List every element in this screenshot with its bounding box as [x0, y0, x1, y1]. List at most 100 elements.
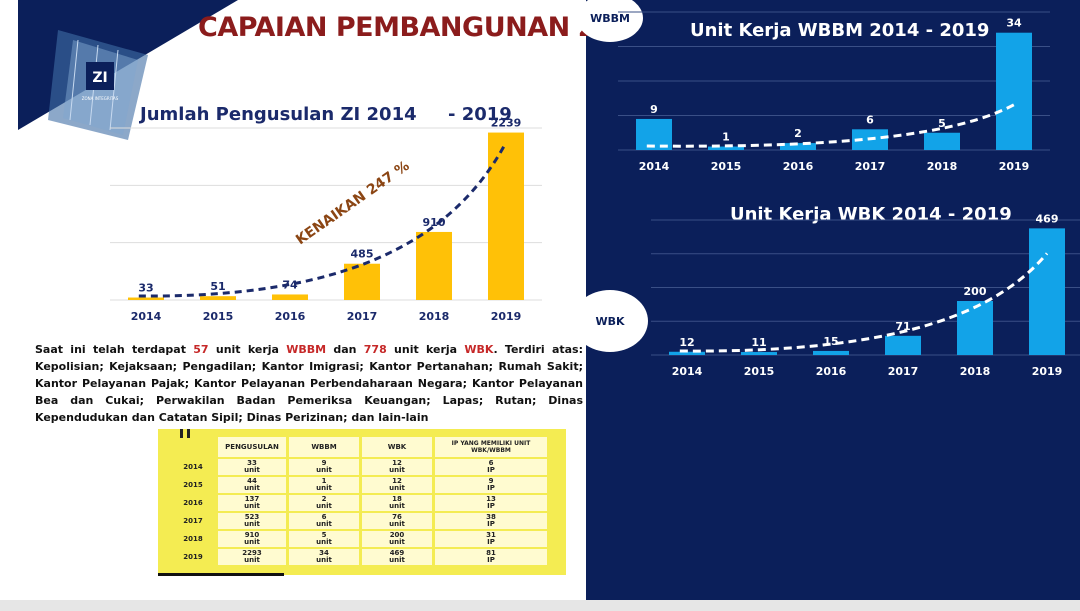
left-x-labels: 2014 2015 2016 2017 2018 2019	[131, 310, 522, 323]
wbk-bar	[741, 352, 777, 355]
left-x-label: 2015	[203, 310, 234, 323]
left-x-label: 2017	[347, 310, 378, 323]
wbbm-chart-title: Unit Kerja WBBM 2014 - 2019	[690, 20, 990, 41]
left-x-label: 2016	[275, 310, 306, 323]
wbk-bar	[957, 301, 993, 355]
left-gridlines	[110, 127, 542, 301]
wbbm-gridlines	[618, 11, 1050, 151]
wbbm-bar	[780, 143, 816, 150]
wbbm-value-label: 5	[938, 117, 946, 130]
wbbm-badge: WBBM	[577, 0, 643, 42]
wbk-x-labels: 2014 2015 2016 2017 2018 2019	[672, 365, 1063, 378]
table-cell: 34 unit	[289, 549, 359, 565]
wbk-x-label: 2019	[1032, 365, 1063, 378]
left-chart-title: Jumlah Pengusulan ZI 2014 - 2019	[140, 104, 512, 125]
wbk-value-label: 469	[1036, 212, 1059, 225]
table-row: 2017 523 unit 6 unit 76 unit 38 IP	[171, 513, 547, 529]
wbk-x-label: 2017	[888, 365, 919, 378]
table-cell: 12 unit	[362, 459, 432, 475]
wbk-value-label: 11	[751, 336, 766, 349]
table-cell: 38 IP	[435, 513, 547, 529]
wbk-gridlines	[651, 219, 1080, 356]
wbbm-x-label: 2015	[711, 160, 742, 173]
table-year-cell: 2016	[183, 499, 203, 507]
table-corner-icon	[180, 429, 190, 438]
left-bar	[344, 263, 380, 300]
table-year-cell: 2017	[183, 517, 203, 525]
wbbm-x-label: 2018	[927, 160, 958, 173]
table-row: 2018 910 unit 5 unit 200 unit 31 IP	[171, 531, 547, 547]
para-text-5: . Terdiri atas: Kepolisian; Kejaksaan; P…	[35, 343, 583, 424]
para-text-1: Saat ini telah terdapat	[35, 343, 194, 356]
table-cell: 1 unit	[289, 477, 359, 493]
wbk-value-label: 12	[679, 336, 694, 349]
table-cell: 13 IP	[435, 495, 547, 511]
para-wbbm-count: 57	[193, 343, 209, 356]
table-cell: 523 unit	[218, 513, 286, 529]
left-bar	[128, 297, 164, 300]
table-cell: 81 IP	[435, 549, 547, 565]
wbk-value-label: 200	[964, 285, 987, 298]
wbk-x-label: 2014	[672, 365, 703, 378]
col-header: PENGUSULAN	[218, 437, 286, 457]
wbbm-x-labels: 2014 2015 2016 2017 2018 2019	[639, 160, 1030, 173]
table-underline	[158, 573, 284, 576]
table-cell: 76 unit	[362, 513, 432, 529]
para-wbbm: WBBM	[286, 343, 327, 356]
left-value-label: 910	[423, 216, 446, 229]
wbbm-value-label: 34	[1006, 17, 1022, 30]
table-body: 2014 33 unit 9 unit 12 unit 6 IP 2015 44 unit 1 unit 1…	[171, 459, 547, 565]
table-cell: 5 unit	[289, 531, 359, 547]
zi-logo: ZI ZONA INTEGRITAS	[18, 0, 238, 140]
wbbm-value-label: 6	[866, 113, 874, 126]
table-cell: 31 IP	[435, 531, 547, 547]
table-row: 2015 44 unit 1 unit 12 unit 9 IP	[171, 477, 547, 493]
col-header: WBBM	[289, 437, 359, 457]
left-value-label: 33	[138, 282, 153, 295]
left-annotation: KENAIKAN 247 %	[293, 158, 412, 248]
table-cell: 469 unit	[362, 549, 432, 565]
table-row: 2014 33 unit 9 unit 12 unit 6 IP	[171, 459, 547, 475]
table-cell: 910 unit	[218, 531, 286, 547]
left-x-label: 2019	[491, 310, 522, 323]
table-cell: 12 unit	[362, 477, 432, 493]
wbk-badge: WBK	[572, 290, 648, 352]
para-text-2: unit kerja	[208, 343, 287, 356]
wbk-bar	[885, 335, 921, 355]
left-bar	[488, 132, 524, 300]
logo-text: ZI	[92, 70, 107, 86]
left-bars	[128, 132, 524, 300]
left-bar	[272, 294, 308, 300]
page-title: CAPAIAN PEMBANGUNAN ZI	[198, 12, 608, 43]
left-bar	[200, 296, 236, 300]
para-wbk-count: 778	[363, 343, 387, 356]
summary-table-panel: PENGUSULAN WBBM WBK IP YANG MEMILIKI UNI…	[158, 429, 566, 575]
wbk-bar	[1029, 228, 1065, 355]
table-row: 2019 2293 unit 34 unit 469 unit 81 IP	[171, 549, 547, 565]
wbbm-x-label: 2016	[783, 160, 814, 173]
table-cell: 44 unit	[218, 477, 286, 493]
logo-caption: ZONA INTEGRITAS	[82, 96, 119, 101]
table-cell: 6 IP	[435, 459, 547, 475]
logo-badge	[86, 62, 114, 90]
summary-table: PENGUSULAN WBBM WBK IP YANG MEMILIKI UNI…	[168, 435, 550, 567]
table-row: 2016 137 unit 2 unit 18 unit 13 IP	[171, 495, 547, 511]
wbbm-value-label: 9	[650, 103, 658, 116]
left-bar	[416, 231, 452, 300]
table-cell: 9 unit	[289, 459, 359, 475]
table-cell: 200 unit	[362, 531, 432, 547]
left-value-label: 74	[282, 278, 298, 291]
wbk-bar	[813, 350, 849, 355]
table-cell: 18 unit	[362, 495, 432, 511]
wbbm-value-label: 2	[794, 127, 802, 140]
para-text-3: dan	[326, 343, 364, 356]
left-x-label: 2014	[131, 310, 162, 323]
table-cell: 9 IP	[435, 477, 547, 493]
left-value-label: 485	[351, 248, 374, 261]
left-x-label: 2018	[419, 310, 450, 323]
left-trend-line	[138, 141, 508, 298]
para-text-4: unit kerja	[386, 343, 465, 356]
